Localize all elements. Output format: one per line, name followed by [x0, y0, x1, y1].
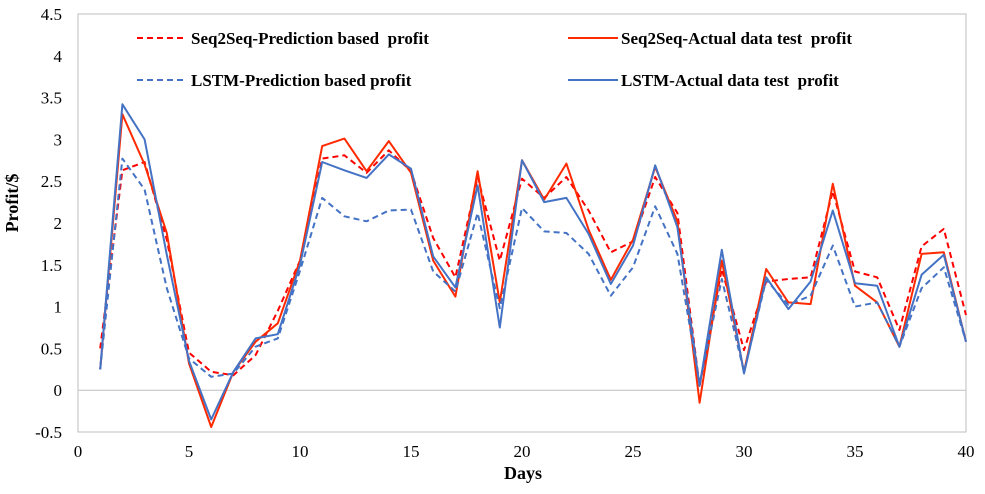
x-tick-label: 10 [292, 442, 309, 461]
y-tick-label: 1 [54, 298, 63, 317]
y-tick-label: 2 [54, 214, 63, 233]
y-axis-title: Profit/$ [2, 174, 22, 233]
y-tick-label: 0 [54, 381, 63, 400]
series-line-1 [99, 149, 967, 387]
y-tick-label: 2.5 [41, 172, 62, 191]
x-tick-label: 35 [847, 442, 864, 461]
y-tick-label: 4 [54, 47, 63, 66]
x-axis-title: Days [504, 463, 542, 483]
legend: Seq2Seq-Prediction based profit Seq2Seq-A… [137, 29, 852, 90]
y-tick-label: 0.5 [41, 339, 62, 358]
x-tick-label: 5 [185, 442, 194, 461]
plot-frame [77, 13, 967, 433]
legend-label: Seq2Seq-Actual data test profit [621, 29, 852, 48]
x-tick-label: 40 [958, 442, 975, 461]
series-line-4 [99, 103, 967, 421]
y-tick-label: 4.5 [41, 5, 62, 24]
y-tick-label: 3.5 [41, 89, 62, 108]
x-tick-label: 0 [74, 442, 83, 461]
x-tick-label: 30 [736, 442, 753, 461]
y-tick-label: 3 [54, 130, 63, 149]
y-tick-label: 1.5 [41, 256, 62, 275]
x-tick-label: 25 [625, 442, 642, 461]
legend-label: Seq2Seq-Prediction based profit [191, 29, 429, 48]
series-line-3 [99, 157, 967, 385]
x-tick-label: 20 [514, 442, 531, 461]
legend-label: LSTM-Actual data test profit [621, 71, 839, 90]
y-tick-label: -0.5 [35, 423, 62, 442]
axes: -0.5 0 0.5 1 1.5 2 2.5 3 3.5 4 4.5 0 5 10 15 20 25 30 35 40 [35, 5, 974, 461]
x-tick-label: 15 [403, 442, 420, 461]
series-lines [99, 103, 967, 428]
legend-label: LSTM-Prediction based profit [191, 71, 412, 90]
